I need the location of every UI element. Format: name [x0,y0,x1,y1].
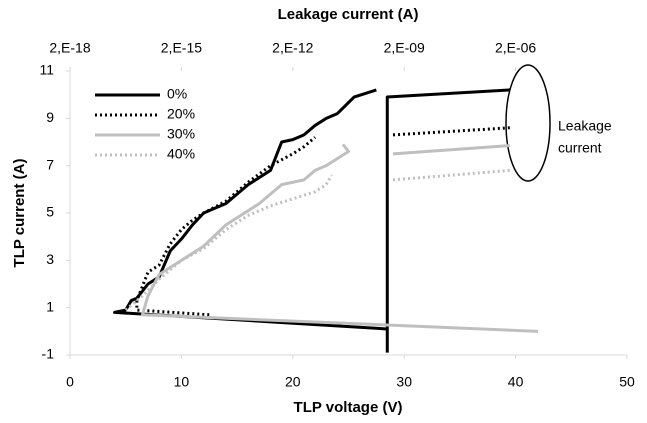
x-tick-label: 30 [396,374,412,390]
annotation: current [558,140,602,156]
tlp-curve [113,88,388,331]
y-tick-label: 3 [46,251,54,267]
x2-tick-label: 2,E-12 [272,40,313,56]
leakage-curve [385,88,510,353]
x2-tick-label: 2,E-18 [49,40,90,56]
tlp-curve [124,174,334,312]
x2-axis-title: Leakage current (A) [278,6,419,23]
legend-label: 20% [167,106,195,122]
x-tick-label: 0 [66,374,74,390]
tlp-curve [140,143,538,333]
y-tick-label: 9 [46,109,54,125]
legend-label: 40% [167,146,195,162]
x-tick-label: 50 [619,374,635,390]
y-axis-title: TLP current (A) [11,159,28,268]
annotation: Leakage [558,118,612,134]
leakage-curve [392,144,510,156]
x2-tick-label: 2,E-09 [384,40,425,56]
leakage-curve [392,168,510,182]
leakage-curve [392,126,510,137]
x-tick-label: 20 [285,374,301,390]
y-tick-label: 11 [39,62,54,78]
y-tick-label: -1 [42,346,55,362]
y-tick-label: 1 [46,298,54,314]
x-axis-title: TLP voltage (V) [294,399,403,416]
x-tick-label: 40 [508,374,524,390]
legend-label: 0% [167,86,187,102]
x2-tick-label: 2,E-06 [495,40,536,56]
x-tick-label: 10 [174,374,190,390]
x2-tick-label: 2,E-15 [161,40,202,56]
y-tick-label: 5 [46,204,54,220]
highlight-ellipse [505,64,551,182]
legend-label: 30% [167,126,195,142]
y-tick-label: 7 [46,156,54,172]
